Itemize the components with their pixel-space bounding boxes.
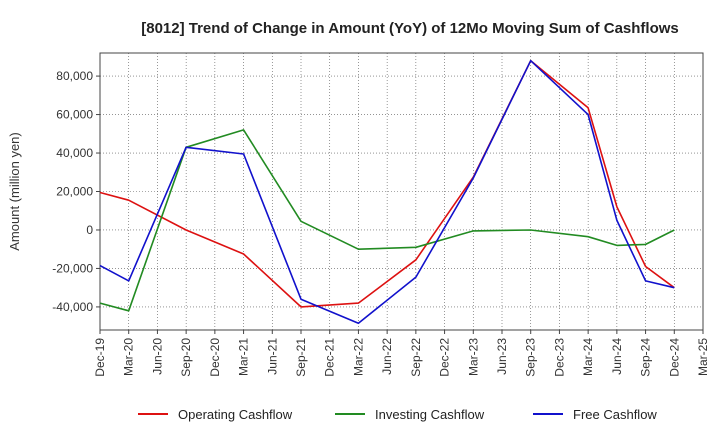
y-tick-label: 20,000 (56, 185, 93, 199)
y-tick-label: -20,000 (52, 261, 93, 275)
x-tick-label: Dec-22 (438, 338, 452, 377)
x-tick-label: Mar-20 (122, 338, 136, 376)
legend: Operating Cashflow Investing Cashflow Free… (138, 407, 657, 422)
x-tick-label: Jun-20 (150, 338, 164, 375)
x-tick-label: Dec-21 (323, 338, 337, 377)
y-tick-label: 60,000 (56, 108, 93, 122)
series-line-free-cashflow (99, 59, 675, 325)
series-lines (99, 59, 675, 325)
chart-title: [8012] Trend of Change in Amount (YoY) o… (141, 20, 679, 37)
legend-label: Operating Cashflow (178, 407, 293, 422)
x-tick-label: Sep-23 (524, 338, 538, 377)
x-tick-label: Mar-23 (466, 338, 480, 376)
x-tick-label: Sep-24 (639, 338, 653, 377)
series-line-investing-cashflow (99, 129, 675, 312)
y-tick-label: 40,000 (56, 146, 93, 160)
x-tick-label: Sep-20 (179, 338, 193, 377)
plot-area-frame (99, 52, 704, 331)
legend-label: Free Cashflow (573, 407, 657, 422)
x-tick-label: Jun-24 (610, 338, 624, 375)
x-tick-label: Dec-20 (208, 338, 222, 377)
x-tick-label: Dec-24 (667, 338, 681, 377)
x-tick-label: Sep-22 (409, 338, 423, 377)
legend-label: Investing Cashflow (375, 407, 485, 422)
x-tick-label: Jun-21 (265, 338, 279, 375)
x-tick-label: Sep-21 (294, 338, 308, 377)
series-line-operating-cashflow (99, 59, 675, 308)
x-tick-label: Mar-21 (237, 338, 251, 376)
x-tick-label: Dec-19 (93, 338, 107, 377)
x-tick-label: Dec-23 (552, 338, 566, 377)
x-tick-label: Mar-25 (696, 338, 710, 376)
x-tick-label: Mar-24 (581, 338, 595, 376)
grid-lines (99, 53, 704, 330)
y-axis-label: Amount (million yen) (7, 132, 22, 251)
x-tick-label: Mar-22 (351, 338, 365, 376)
x-tick-label: Jun-22 (380, 338, 394, 375)
x-axis-ticks: Dec-19 Mar-20 Jun-20 Sep-20 Dec-20 Mar-21 Jun-… (93, 330, 710, 377)
y-tick-label: 80,000 (56, 69, 93, 83)
y-axis-ticks: -40,000 -20,000 0 20,000 40,000 60,000 80,000 (52, 69, 100, 314)
y-tick-label: 0 (86, 223, 93, 237)
x-tick-label: Jun-23 (495, 338, 509, 375)
y-tick-label: -40,000 (52, 300, 93, 314)
